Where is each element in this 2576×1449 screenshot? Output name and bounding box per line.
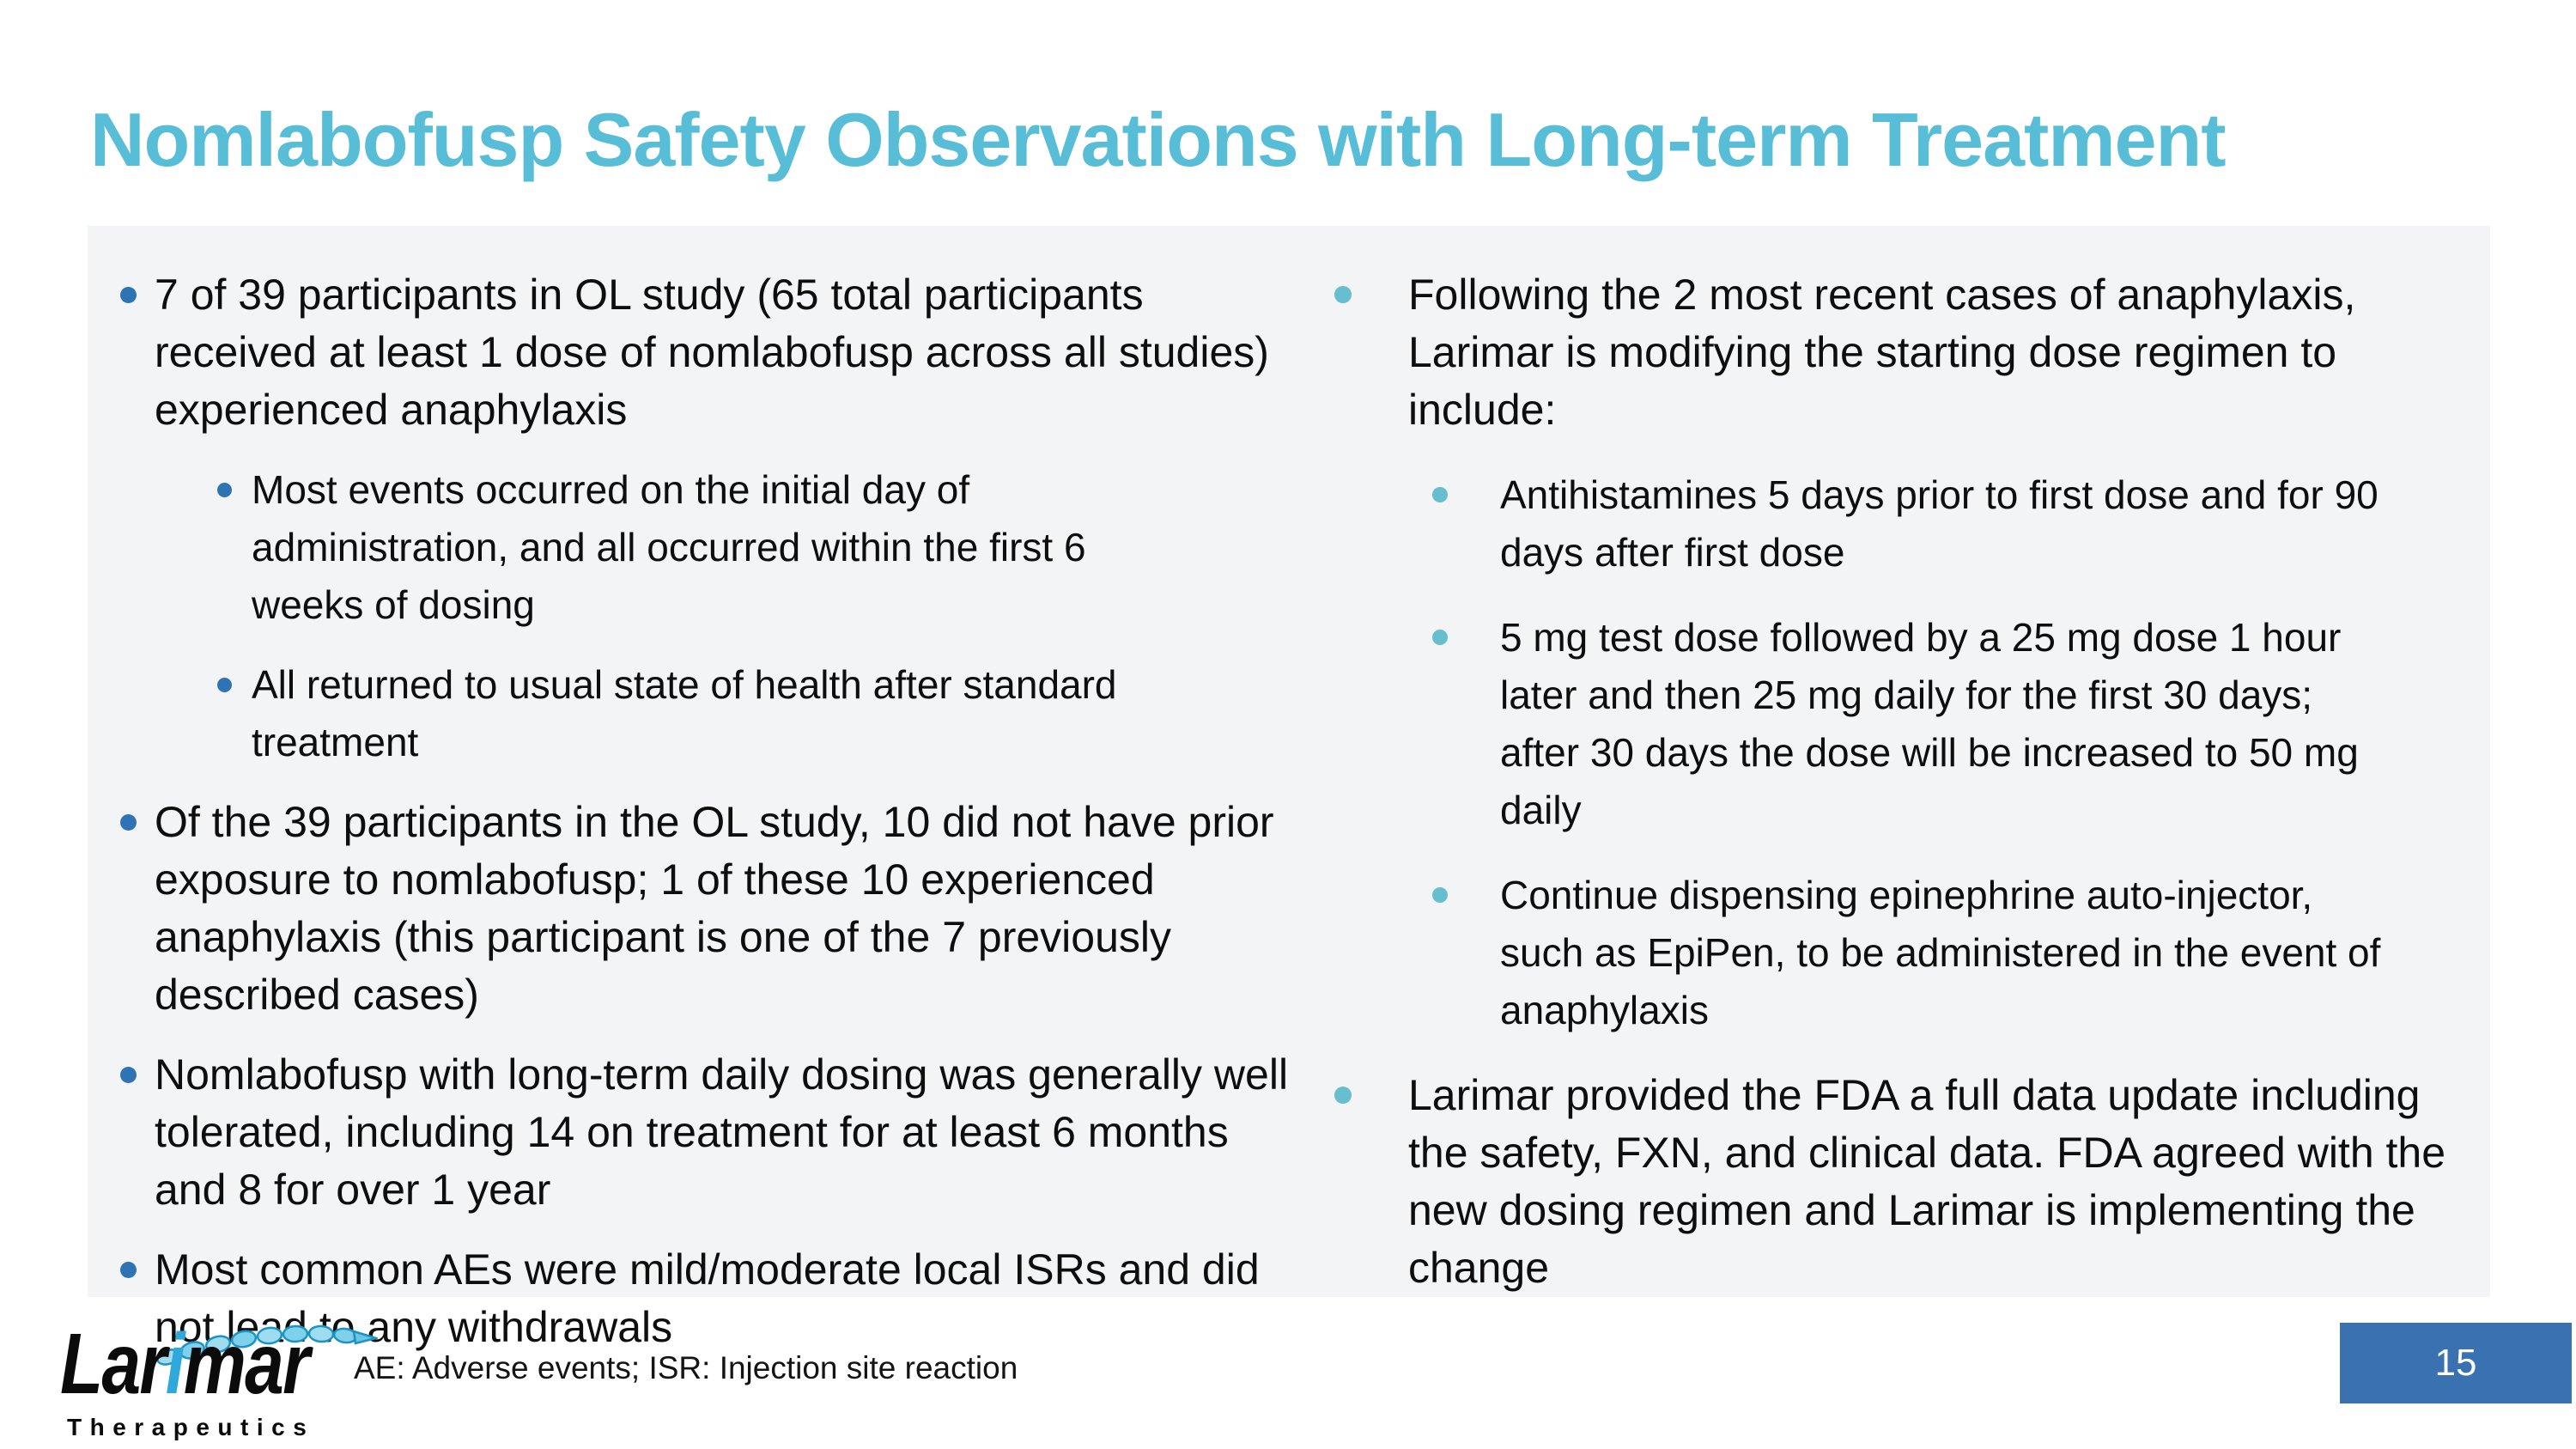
bullet-dot [1432,487,1448,502]
sub-bullet-item: 5 mg test dose followed by a 25 mg dose … [1329,609,2549,839]
bullet-dot [120,287,137,303]
sub-bullet-item: Antihistamines 5 days prior to first dos… [1329,466,2549,581]
bullet-text: Continue dispensing epinephrine auto-inj… [1500,873,2381,1032]
bullet-item: 7 of 39 participants in OL study (65 tot… [120,266,1340,439]
page-title: Nomlabofusp Safety Observations with Lon… [90,97,2227,182]
bullet-dot [120,1067,137,1083]
logo-text-lar: Lar [60,1316,167,1412]
sub-bullet-item: Continue dispensing epinephrine auto-inj… [1329,867,2549,1039]
bullet-text: All returned to usual state of health af… [252,662,1117,764]
bullet-dot [217,678,232,692]
bullet-item: Of the 39 participants in the OL study, … [120,794,1340,1024]
logo-tagline: Therapeutics [67,1414,315,1440]
bullet-dot [1432,887,1448,903]
right-column: Following the 2 most recent cases of ana… [1329,266,2549,1324]
left-column: 7 of 39 participants in OL study (65 tot… [120,266,1340,1379]
bullet-text: Most common AEs were mild/moderate local… [155,1245,1260,1351]
page-number: 15 [2434,1342,2477,1384]
bullet-text: 7 of 39 participants in OL study (65 tot… [155,271,1269,434]
bullet-dot [217,483,232,497]
bullet-text: Antihistamines 5 days prior to first dos… [1500,472,2379,575]
abbreviations-footnote: AE: Adverse events; ISR: Injection site … [354,1350,1018,1385]
bullet-dot [120,1262,137,1278]
sub-bullet-item: All returned to usual state of health af… [120,656,1340,771]
bullet-text: Most events occurred on the initial day … [252,467,1086,627]
logo-text-i: i [165,1316,185,1412]
content-panel [88,226,2490,1297]
bullet-dot [1334,286,1352,303]
bullet-item: Following the 2 most recent cases of ana… [1329,266,2549,439]
bullet-dot [120,814,137,831]
sub-bullet-item: Most events occurred on the initial day … [120,461,1340,634]
bullet-item: Most common AEs were mild/moderate local… [120,1241,1340,1356]
bullet-item: Larimar provided the FDA a full data upd… [1329,1067,2549,1297]
bullet-item: Nomlabofusp with long-term daily dosing … [120,1046,1340,1219]
bullet-dot [1432,630,1448,645]
logo-helix-icon [156,1324,378,1366]
bullet-dot [1334,1087,1352,1104]
bullet-text: Following the 2 most recent cases of ana… [1408,271,2356,434]
bullet-text: Larimar provided the FDA a full data upd… [1408,1071,2446,1292]
bullet-text: Nomlabofusp with long-term daily dosing … [155,1050,1289,1214]
page-number-badge: 15 [2340,1323,2572,1403]
bullet-text: Of the 39 participants in the OL study, … [155,798,1274,1019]
bullet-text: 5 mg test dose followed by a 25 mg dose … [1500,615,2359,832]
logo-wordmark: Larimar [60,1321,310,1407]
logo-text-mar: mar [183,1316,310,1412]
larimar-logo: Larimar Therapeutics [60,1321,386,1449]
